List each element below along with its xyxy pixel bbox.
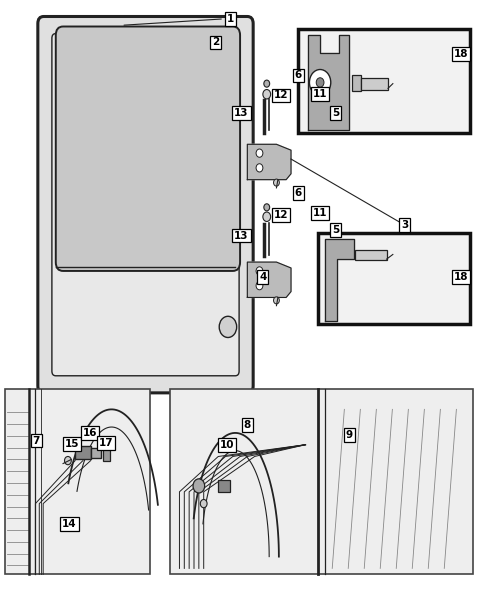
Text: 13: 13 xyxy=(234,108,248,118)
Circle shape xyxy=(256,164,262,172)
Polygon shape xyxy=(324,239,353,321)
Bar xyxy=(298,29,469,133)
Bar xyxy=(317,233,469,324)
Circle shape xyxy=(200,499,207,508)
Polygon shape xyxy=(247,262,290,297)
Text: 12: 12 xyxy=(273,210,288,220)
FancyBboxPatch shape xyxy=(38,16,253,393)
Circle shape xyxy=(273,297,279,304)
Text: 9: 9 xyxy=(345,430,352,439)
Text: 6: 6 xyxy=(294,188,301,198)
Bar xyxy=(354,250,386,260)
Bar xyxy=(91,448,101,458)
Text: 13: 13 xyxy=(234,231,248,240)
Bar xyxy=(169,389,472,574)
Text: 17: 17 xyxy=(98,438,113,448)
Circle shape xyxy=(263,204,269,211)
Bar xyxy=(361,78,387,90)
Polygon shape xyxy=(307,35,348,130)
Text: 11: 11 xyxy=(312,209,327,218)
Circle shape xyxy=(263,80,269,87)
Circle shape xyxy=(256,149,262,157)
Text: 18: 18 xyxy=(453,272,467,282)
Circle shape xyxy=(64,456,71,465)
Text: 15: 15 xyxy=(64,439,79,449)
Text: 2: 2 xyxy=(212,38,219,47)
Circle shape xyxy=(219,316,236,337)
Text: 10: 10 xyxy=(219,440,234,449)
Text: 5: 5 xyxy=(332,108,338,118)
Polygon shape xyxy=(247,144,290,180)
Bar xyxy=(351,75,361,91)
Text: 8: 8 xyxy=(243,421,250,430)
Text: 18: 18 xyxy=(453,49,467,59)
Text: 12: 12 xyxy=(273,91,288,100)
Bar xyxy=(218,480,230,492)
Circle shape xyxy=(193,479,204,493)
Text: 16: 16 xyxy=(82,428,97,438)
FancyBboxPatch shape xyxy=(52,34,239,376)
Circle shape xyxy=(309,70,330,95)
Text: 5: 5 xyxy=(332,225,338,234)
Circle shape xyxy=(262,212,270,221)
Circle shape xyxy=(262,90,270,99)
Circle shape xyxy=(316,78,323,87)
Bar xyxy=(103,449,110,461)
FancyBboxPatch shape xyxy=(56,27,240,271)
Circle shape xyxy=(273,179,279,186)
Bar xyxy=(5,389,150,574)
Circle shape xyxy=(256,282,262,290)
Text: 3: 3 xyxy=(401,220,408,230)
Bar xyxy=(75,446,91,459)
Text: 4: 4 xyxy=(258,272,266,282)
Text: 1: 1 xyxy=(227,14,233,24)
Text: 6: 6 xyxy=(294,71,301,80)
Text: 7: 7 xyxy=(32,436,40,445)
Circle shape xyxy=(256,267,262,275)
Text: 11: 11 xyxy=(312,90,327,99)
Text: 14: 14 xyxy=(62,519,76,529)
